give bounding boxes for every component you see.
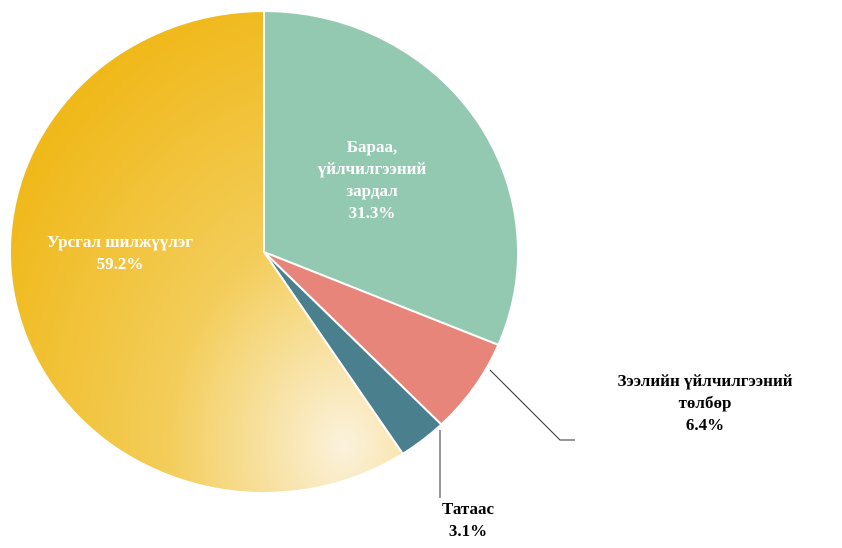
leader-line xyxy=(489,369,575,441)
slice-label: Татаас xyxy=(442,499,495,518)
value-label: 59.2% xyxy=(97,254,144,273)
pie-slice xyxy=(263,9,519,347)
slice-label: Зээлийн үйлчилгээний төлбөр xyxy=(617,371,792,412)
pie-slice xyxy=(9,9,405,494)
value-label: 3.1% xyxy=(449,521,487,540)
value-label: 31.3% xyxy=(349,203,396,222)
slice-label: Бараа, үйлчилгээний зардал xyxy=(318,137,427,200)
slice-label: Урсгал шилжүүлэг xyxy=(47,232,193,251)
value-label: 6.4% xyxy=(686,415,724,434)
